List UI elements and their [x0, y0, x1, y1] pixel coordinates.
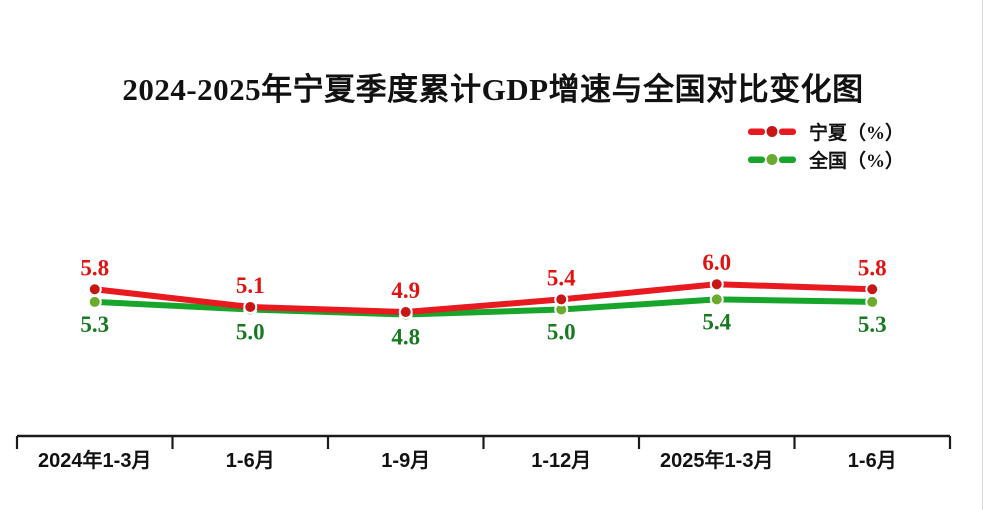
series-line: [91, 296, 876, 318]
data-point-label: 6.0: [702, 250, 731, 275]
ningxia-series-marker-icon: [748, 124, 796, 138]
data-point-label: 5.1: [236, 273, 265, 298]
data-point-label: 5.8: [80, 255, 109, 280]
data-point-marker: [398, 305, 413, 320]
data-point-marker: [865, 294, 880, 309]
window-edge-line: [982, 0, 983, 510]
data-point-marker: [87, 282, 102, 297]
x-axis-label: 1-6月: [848, 450, 897, 472]
data-point-label: 5.3: [80, 312, 109, 337]
data-point-label: 5.0: [547, 320, 576, 345]
data-point-marker: [709, 292, 724, 307]
data-point-label: 4.9: [391, 278, 420, 303]
national-series-marker-icon: [748, 152, 796, 166]
x-axis-label: 2025年1-3月: [660, 448, 773, 472]
data-point-label: 5.8: [858, 255, 887, 280]
data-point-marker: [243, 299, 258, 314]
data-point-label: 5.4: [702, 309, 731, 334]
data-point-label: 5.0: [236, 320, 265, 345]
legend-label-national: 全国（%）: [809, 150, 905, 172]
data-point-marker: [865, 282, 880, 297]
data-point-marker: [709, 277, 724, 292]
legend-item-ningxia: 宁夏（%）: [748, 119, 905, 144]
data-point-label: 5.4: [547, 265, 576, 290]
chart-title: 2024-2025年宁夏季度累计GDP增速与全国对比变化图: [122, 72, 864, 107]
x-axis-label: 1-12月: [531, 450, 591, 472]
series-line: [91, 281, 876, 316]
data-point-marker: [554, 292, 569, 307]
x-axis-label: 1-6月: [226, 450, 275, 472]
data-point-marker: [87, 294, 102, 309]
x-axis-label: 1-9月: [381, 450, 430, 472]
x-axis-label: 2024年1-3月: [38, 448, 151, 472]
legend-item-national: 全国（%）: [748, 147, 905, 172]
data-point-label: 5.3: [858, 312, 887, 337]
data-point-label: 4.8: [391, 325, 420, 350]
legend-label-ningxia: 宁夏（%）: [809, 122, 905, 144]
legend: 宁夏（%） 全国（%）: [748, 119, 905, 172]
